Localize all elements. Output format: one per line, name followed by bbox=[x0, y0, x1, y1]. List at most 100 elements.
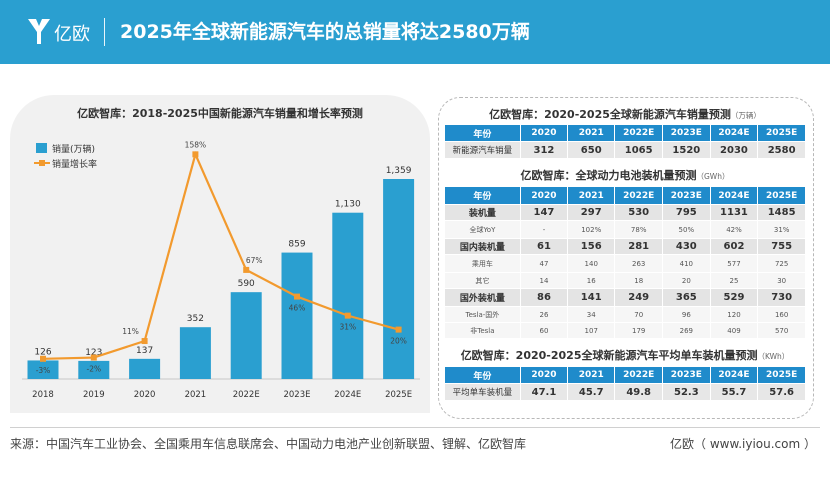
bar-2025E bbox=[383, 179, 415, 379]
value-cell: 55.7 bbox=[709, 383, 759, 401]
value-cell: 2030 bbox=[709, 141, 759, 159]
growth-label-2018: -3% bbox=[36, 366, 51, 375]
value-cell: 730 bbox=[757, 288, 806, 307]
value-cell: 14 bbox=[519, 272, 569, 289]
value-cell: 31% bbox=[757, 220, 806, 239]
header-cell: 2021 bbox=[567, 124, 616, 142]
header-cell: 2024E bbox=[709, 366, 759, 384]
value-cell: 147 bbox=[519, 204, 569, 221]
bar-2023E bbox=[281, 252, 313, 379]
value-cell: 30 bbox=[757, 272, 806, 289]
value-cell: 263 bbox=[614, 254, 664, 273]
value-cell: 50% bbox=[662, 220, 711, 239]
value-cell: 1065 bbox=[614, 141, 664, 159]
value-cell: 57.6 bbox=[757, 383, 806, 401]
growth-point-2023E bbox=[294, 293, 300, 300]
value-cell: 60 bbox=[519, 322, 569, 339]
header-cell: 2025E bbox=[757, 366, 806, 384]
x-tick-2019: 2019 bbox=[83, 390, 105, 400]
header-cell: 2021 bbox=[567, 366, 616, 384]
x-tick-2023E: 2023E bbox=[283, 390, 310, 400]
value-cell: 141 bbox=[567, 288, 616, 307]
value-cell: 1131 bbox=[709, 204, 759, 221]
growth-label-2023E: 46% bbox=[289, 304, 306, 313]
bar-label-2023E: 859 bbox=[288, 240, 305, 250]
value-cell: 570 bbox=[757, 322, 806, 339]
value-cell: 18 bbox=[614, 272, 664, 289]
value-cell: 2580 bbox=[757, 141, 806, 159]
header-cell: 2023E bbox=[662, 186, 711, 205]
header-divider bbox=[104, 18, 105, 46]
bar-2020 bbox=[129, 358, 161, 379]
value-cell: 795 bbox=[662, 204, 711, 221]
chart-title: 亿欧智库：2018-2025中国新能源汽车销量和增长率预测 bbox=[77, 107, 363, 120]
growth-point-2025E bbox=[395, 326, 402, 333]
table1-title: 亿欧智库：2020-2025全球新能源汽车销量预测（万辆） bbox=[438, 106, 812, 122]
growth-point-2021 bbox=[192, 151, 199, 158]
value-cell: 725 bbox=[757, 254, 806, 273]
value-cell: 160 bbox=[757, 306, 806, 323]
header-cell: 年份 bbox=[444, 366, 521, 384]
header-cell: 2023E bbox=[662, 124, 711, 142]
value-cell: 365 bbox=[662, 288, 711, 307]
battery-installation-table: 年份 2020 2021 2022E 2023E 2024E 2025E 装机量 147 297 5… bbox=[444, 186, 806, 339]
table-row: 新能源汽车销量 312 650 1065 1520 2030 2580 bbox=[444, 141, 806, 159]
growth-label-2021: 158% bbox=[185, 140, 206, 149]
row-label: 新能源汽车销量 bbox=[444, 141, 521, 159]
bar-2018 bbox=[27, 360, 59, 379]
growth-label-2025E: 20% bbox=[390, 337, 407, 346]
avg-capacity-table: 年份 2020 2021 2022E 2023E 2024E 2025E 平均单车装机量 47.… bbox=[444, 366, 806, 401]
row-label: 其它 bbox=[444, 272, 521, 289]
row-label: 乘用车 bbox=[444, 254, 521, 273]
source-note: 来源：中国汽车工业协会、全国乘用车信息联席会、中国动力电池产业创新联盟、锂解、亿… bbox=[10, 437, 527, 451]
growth-point-2019 bbox=[90, 354, 97, 361]
header-cell: 2022E bbox=[614, 186, 664, 205]
value-cell: 70 bbox=[614, 306, 664, 323]
header-cell: 2020 bbox=[519, 124, 569, 142]
bar-label-2022E: 590 bbox=[238, 279, 255, 289]
growth-label-2020: 11% bbox=[122, 327, 139, 336]
value-cell: 530 bbox=[614, 204, 664, 221]
header-cell: 2025E bbox=[757, 186, 806, 205]
header-cell: 年份 bbox=[444, 186, 521, 205]
value-cell: 47.1 bbox=[519, 383, 569, 401]
table-row: 装机量 147 297 530 795 1131 1485 bbox=[444, 204, 806, 221]
value-cell: 42% bbox=[709, 220, 759, 239]
value-cell: 49.8 bbox=[614, 383, 664, 401]
growth-label-2019: -2% bbox=[86, 365, 101, 374]
growth-label-2022E: 67% bbox=[246, 256, 263, 265]
value-cell: 120 bbox=[709, 306, 759, 323]
value-cell: 20 bbox=[662, 272, 711, 289]
table-row: 全球YoY -102% 78% 50% 42% 31% bbox=[444, 220, 806, 239]
bar-2019 bbox=[78, 360, 110, 379]
value-cell: 179 bbox=[614, 322, 664, 339]
logo-icon bbox=[28, 19, 50, 44]
legend-bar-swatch bbox=[36, 143, 47, 153]
legend-bar-label: 销量(万辆) bbox=[52, 143, 95, 155]
growth-label-2024E: 31% bbox=[339, 323, 356, 332]
value-cell: 102% bbox=[567, 220, 616, 239]
value-cell: 61 bbox=[519, 238, 569, 255]
bar-label-2020: 137 bbox=[136, 346, 153, 356]
bar-line-chart: 126 2018 123 2019 137 2020 352 2021 590 2022E 859 2… bbox=[22, 140, 420, 400]
row-label: 装机量 bbox=[444, 204, 521, 221]
table1-title-text: 亿欧智库：2020-2025全球新能源汽车销量预测 bbox=[489, 108, 731, 121]
growth-point-2022E bbox=[243, 266, 250, 273]
value-cell: 1520 bbox=[662, 141, 711, 159]
tables-frame bbox=[438, 97, 814, 419]
value-cell: 1485 bbox=[757, 204, 806, 221]
page-title: 2025年全球新能源汽车的总销量将达2580万辆 bbox=[120, 21, 530, 43]
value-cell: 755 bbox=[757, 238, 806, 255]
x-tick-2020: 2020 bbox=[134, 390, 156, 400]
value-cell: 26 bbox=[519, 306, 569, 323]
bar-label-2019: 123 bbox=[85, 348, 102, 358]
header-cell: 2022E bbox=[614, 366, 664, 384]
header-cell: 2024E bbox=[709, 186, 759, 205]
header-cell: 年份 bbox=[444, 124, 521, 142]
value-cell: 52.3 bbox=[662, 383, 711, 401]
value-cell: 281 bbox=[614, 238, 664, 255]
sales-forecast-table: 年份 2020 2021 2022E 2023E 2024E 2025E 新能源汽车销量 312… bbox=[444, 124, 806, 159]
bar-2022E bbox=[230, 292, 262, 379]
bar-2021 bbox=[179, 327, 211, 379]
value-cell: 269 bbox=[662, 322, 711, 339]
